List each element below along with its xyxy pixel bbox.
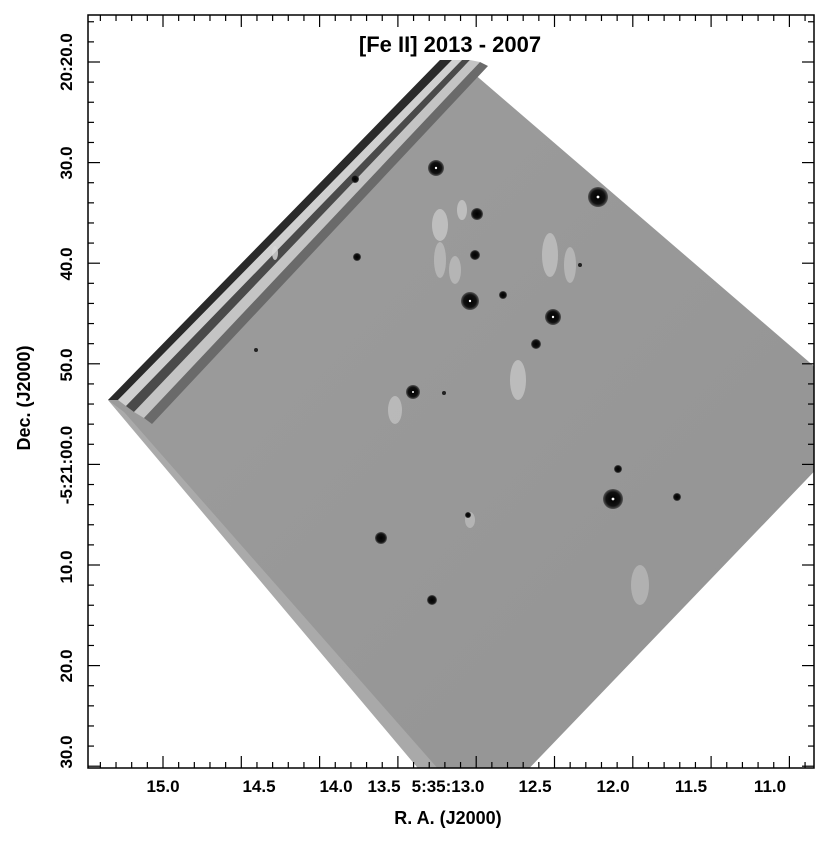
- star: [531, 339, 541, 349]
- x-tick-label: 14.0: [319, 777, 352, 796]
- star: [673, 493, 681, 501]
- y-tick-labels: 20:20.0 30.0 40.0 50.0 -5:21:00.0 10.0 2…: [57, 33, 76, 768]
- x-tick-label: 11.0: [754, 777, 786, 796]
- star: [470, 250, 480, 260]
- image-field: [108, 60, 814, 768]
- figure-title: [Fe II] 2013 - 2007: [359, 32, 541, 57]
- y-tick-label: -5:21:00.0: [57, 426, 76, 504]
- x-tick-label: 13.5: [367, 777, 400, 796]
- y-tick-label: 30.0: [57, 146, 76, 179]
- y-tick-label: 30.0: [57, 735, 76, 768]
- y-tick-label: 20.0: [57, 649, 76, 682]
- x-tick-label: 12.0: [596, 777, 629, 796]
- y-tick-label: 20:20.0: [57, 33, 76, 91]
- star: [442, 391, 446, 395]
- star: [353, 253, 361, 261]
- y-tick-label: 10.0: [57, 550, 76, 583]
- edge-stripe: [134, 60, 480, 418]
- star: [499, 291, 507, 299]
- edge-stripe: [126, 60, 470, 412]
- star: [471, 208, 483, 220]
- star: [351, 175, 359, 183]
- axis-ticks: [88, 15, 814, 768]
- diamond-field: [108, 60, 814, 768]
- edge-noise: [108, 400, 438, 768]
- x-tick-label: 12.5: [518, 777, 551, 796]
- star: [614, 465, 622, 473]
- edge-stripe: [108, 60, 452, 400]
- x-tick-labels: 15.0 14.5 14.0 13.5 5:35:13.0 12.5 12.0 …: [146, 777, 786, 796]
- y-tick-label: 50.0: [57, 348, 76, 381]
- y-axis-title: Dec. (J2000): [14, 345, 34, 450]
- x-tick-label: 15.0: [146, 777, 179, 796]
- star: [375, 532, 387, 544]
- stars: [254, 160, 681, 605]
- x-axis-title: R. A. (J2000): [394, 808, 501, 828]
- edge-stripe: [118, 60, 462, 406]
- plot-frame: [87, 14, 815, 769]
- star: [427, 595, 437, 605]
- y-tick-label: 40.0: [57, 247, 76, 280]
- x-tick-label: 5:35:13.0: [412, 777, 485, 796]
- x-tick-label: 11.5: [675, 777, 707, 796]
- star: [254, 348, 258, 352]
- edge-stripe: [144, 62, 488, 424]
- x-tick-label: 14.5: [242, 777, 275, 796]
- star: [465, 512, 471, 518]
- residual-features: [272, 200, 649, 605]
- star: [578, 263, 582, 267]
